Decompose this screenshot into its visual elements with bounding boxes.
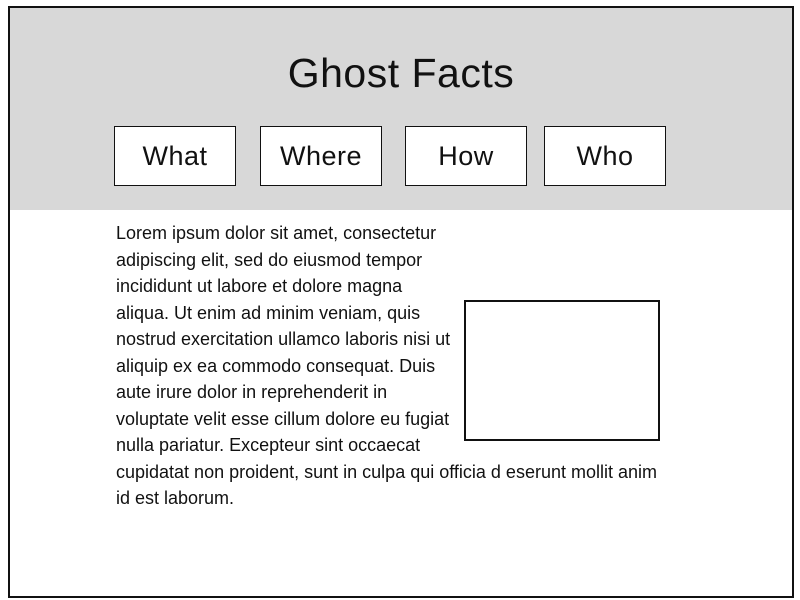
- nav-button-where[interactable]: Where: [260, 126, 382, 186]
- content-area: Lorem ipsum dolor sit amet, consectetur …: [116, 220, 666, 512]
- page-frame: Ghost Facts What Where How Who Lorem ips…: [8, 6, 794, 598]
- image-placeholder: [464, 300, 660, 441]
- body-paragraph: Lorem ipsum dolor sit amet, consectetur …: [116, 223, 657, 508]
- page-title: Ghost Facts: [287, 50, 515, 96]
- nav-button-who[interactable]: Who: [544, 126, 666, 186]
- nav-button-how[interactable]: How: [405, 126, 527, 186]
- header-banner: Ghost Facts What Where How Who: [10, 8, 792, 210]
- nav-button-what[interactable]: What: [114, 126, 236, 186]
